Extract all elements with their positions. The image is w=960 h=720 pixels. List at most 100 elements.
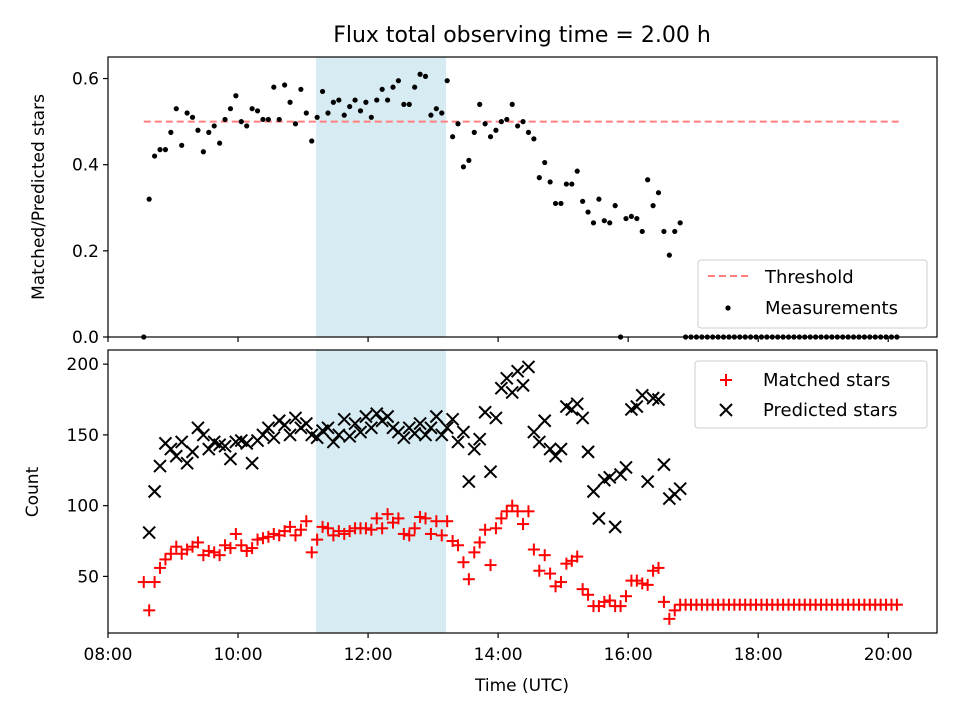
matched-star-point bbox=[522, 505, 535, 518]
predicted-star-point bbox=[548, 449, 563, 463]
measurement-point bbox=[487, 134, 494, 140]
matched-star-point bbox=[457, 556, 470, 569]
predicted-star-point bbox=[575, 411, 590, 425]
matched-star-point bbox=[202, 544, 215, 557]
measurement-point bbox=[645, 177, 651, 183]
predicted-star-point bbox=[440, 421, 454, 435]
predicted-star-point bbox=[640, 474, 655, 489]
predicted-star-point bbox=[370, 406, 384, 421]
top-ytick-label: 0.4 bbox=[72, 156, 99, 176]
matched-star-point bbox=[305, 546, 318, 559]
matched-star-point bbox=[403, 529, 416, 542]
predicted-star-point bbox=[500, 371, 514, 386]
matched-star-point bbox=[419, 512, 432, 525]
measurement-point bbox=[227, 106, 234, 112]
measurement-point bbox=[162, 147, 169, 153]
matched-star-point bbox=[441, 515, 454, 528]
matched-star-point bbox=[473, 536, 486, 549]
measurement-point bbox=[146, 196, 152, 202]
bottom-xtick-label: 12:00 bbox=[344, 645, 393, 665]
top-observing-span bbox=[316, 57, 447, 337]
predicted-star-point bbox=[413, 416, 427, 431]
matched-star-point bbox=[376, 522, 389, 535]
measurement-point bbox=[314, 114, 320, 120]
matched-star-point bbox=[338, 527, 351, 540]
measurement-point bbox=[336, 97, 342, 103]
matched-star-point bbox=[381, 508, 394, 521]
matched-star-point bbox=[560, 557, 573, 570]
predicted-star-point bbox=[142, 525, 156, 540]
matched-star-point bbox=[224, 542, 237, 555]
bottom-legend-box bbox=[694, 360, 928, 429]
matched-star-point bbox=[370, 512, 383, 525]
predicted-star-point bbox=[429, 409, 444, 424]
predicted-star-point bbox=[456, 425, 471, 439]
predicted-star-point bbox=[256, 428, 270, 442]
matched-star-point bbox=[468, 546, 481, 559]
legend-threshold-label: Threshold bbox=[764, 267, 854, 288]
predicted-star-point bbox=[342, 429, 357, 444]
bottom-xtick-label: 14:00 bbox=[474, 645, 523, 665]
predicted-star-point bbox=[592, 511, 606, 526]
matched-star-point bbox=[164, 547, 177, 560]
bottom-xtick-label: 20:00 bbox=[864, 645, 913, 665]
matched-star-point bbox=[647, 564, 660, 577]
measurement-point bbox=[319, 88, 326, 95]
measurement-point bbox=[623, 215, 629, 222]
measurement-point bbox=[357, 108, 364, 114]
measurement-point bbox=[379, 86, 385, 92]
matched-star-point bbox=[641, 578, 654, 591]
measurement-point bbox=[672, 228, 678, 235]
predicted-star-point bbox=[288, 411, 303, 425]
bottom-xtick-label: 16:00 bbox=[604, 645, 653, 665]
top-chart-title: Flux total observing time = 2.00 h bbox=[333, 23, 711, 48]
legend-predicted-swatch bbox=[719, 403, 733, 417]
measurement-point bbox=[525, 129, 532, 135]
measurement-point bbox=[238, 119, 244, 125]
matched-star-point bbox=[636, 577, 649, 590]
predicted-star-point bbox=[424, 421, 438, 435]
bottom-y-axis-label: Count bbox=[23, 466, 43, 517]
measurement-point bbox=[287, 99, 293, 105]
matched-star-point bbox=[657, 595, 670, 608]
measurement-point bbox=[634, 215, 640, 222]
measurement-point bbox=[666, 252, 672, 258]
matched-star-point bbox=[576, 583, 589, 596]
predicted-star-point bbox=[185, 445, 200, 459]
predicted-star-point bbox=[570, 397, 584, 411]
matched-star-point bbox=[181, 543, 194, 556]
matched-star-point bbox=[300, 515, 313, 528]
measurement-point bbox=[173, 106, 179, 112]
matched-star-point bbox=[191, 536, 204, 549]
predicted-star-point bbox=[489, 411, 503, 425]
predicted-star-point bbox=[380, 409, 395, 424]
matched-star-point bbox=[527, 543, 540, 556]
measurement-point bbox=[260, 116, 266, 123]
matched-star-point bbox=[219, 539, 232, 552]
predicted-star-point bbox=[196, 428, 211, 442]
matched-star-point bbox=[213, 549, 226, 562]
predicted-star-point bbox=[202, 442, 216, 456]
predicted-star-point bbox=[527, 425, 541, 439]
measurement-point bbox=[460, 164, 467, 170]
matched-star-point bbox=[533, 564, 546, 577]
legend-predicted-label: Predicted stars bbox=[763, 400, 897, 421]
top-ytick-label: 0.6 bbox=[72, 70, 99, 90]
predicted-star-point bbox=[283, 428, 297, 442]
measurement-point bbox=[574, 168, 580, 174]
matched-star-point bbox=[506, 499, 519, 512]
predicted-star-point bbox=[326, 435, 341, 449]
measurement-point bbox=[254, 108, 261, 114]
measurement-point bbox=[596, 196, 602, 202]
measurement-point bbox=[276, 116, 282, 123]
predicted-star-point bbox=[445, 412, 460, 427]
matched-star-point bbox=[435, 529, 448, 542]
predicted-star-point bbox=[191, 421, 205, 435]
matched-star-point bbox=[392, 512, 405, 525]
matched-star-point bbox=[598, 595, 611, 608]
matched-star-point bbox=[571, 550, 584, 563]
measurement-point bbox=[558, 200, 564, 207]
measurement-point bbox=[347, 103, 353, 110]
predicted-star-point bbox=[180, 456, 194, 470]
